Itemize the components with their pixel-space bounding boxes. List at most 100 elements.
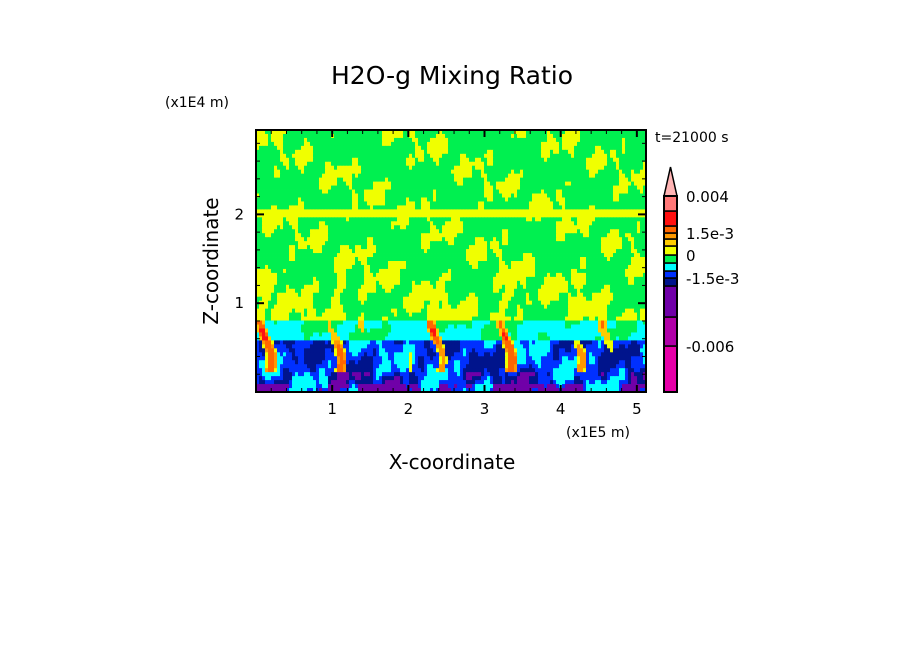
heatmap-cell	[487, 229, 491, 234]
heatmap-cell	[598, 209, 602, 214]
heatmap-cell	[271, 169, 275, 175]
heatmap-cell	[352, 257, 356, 262]
heatmap-cell	[550, 264, 554, 270]
heatmap-cell	[610, 213, 614, 218]
heatmap-cell	[607, 141, 611, 147]
heatmap-cell	[292, 213, 296, 218]
heatmap-cell	[334, 197, 338, 202]
heatmap-cell	[442, 253, 446, 258]
heatmap-cell	[478, 133, 482, 139]
heatmap-cell	[418, 157, 422, 163]
heatmap-cell	[310, 268, 314, 274]
heatmap-cell	[397, 237, 401, 242]
heatmap-cell	[370, 201, 374, 206]
heatmap-cell	[382, 193, 386, 198]
heatmap-cell	[385, 165, 389, 171]
heatmap-cell	[292, 272, 296, 278]
heatmap-cell	[379, 149, 383, 155]
heatmap-cell	[418, 217, 422, 222]
heatmap-cell	[496, 169, 500, 175]
heatmap-cell	[373, 229, 377, 234]
heatmap-cell	[532, 161, 536, 167]
heatmap-cell	[256, 237, 260, 242]
heatmap-cell	[337, 145, 341, 151]
heatmap-cell	[529, 264, 533, 270]
heatmap-cell	[343, 213, 347, 218]
heatmap-cell	[262, 241, 266, 246]
heatmap-cell	[622, 149, 626, 155]
heatmap-cell	[367, 197, 371, 202]
heatmap-cell	[571, 177, 575, 183]
heatmap-cell	[538, 165, 542, 171]
heatmap-cell	[415, 213, 419, 218]
heatmap-cell	[523, 157, 527, 163]
heatmap-cell	[319, 233, 323, 238]
heatmap-cell	[403, 213, 407, 218]
heatmap-cell	[535, 173, 539, 179]
heatmap-cell	[604, 272, 608, 278]
heatmap-cell	[259, 213, 263, 218]
heatmap-cell	[580, 173, 584, 179]
heatmap-cell	[328, 153, 332, 159]
heatmap-cell	[496, 161, 500, 167]
heatmap-cell	[559, 189, 563, 194]
heatmap-cell	[370, 261, 374, 266]
heatmap-cell	[355, 276, 359, 282]
heatmap-cell	[334, 272, 338, 278]
heatmap-cell	[550, 261, 554, 266]
heatmap-cell	[391, 173, 395, 179]
heatmap-cell	[268, 197, 272, 202]
heatmap-cell	[274, 201, 278, 206]
heatmap-cell	[469, 233, 473, 238]
heatmap-cell	[631, 141, 635, 147]
heatmap-cell	[364, 165, 368, 171]
heatmap-cell	[565, 157, 569, 163]
heatmap-cell	[346, 181, 350, 186]
heatmap-cell	[484, 233, 488, 238]
heatmap-cell	[265, 157, 269, 163]
heatmap-cell	[634, 197, 638, 202]
heatmap-cell	[571, 245, 575, 250]
heatmap-cell	[592, 197, 596, 202]
heatmap-cell	[409, 161, 413, 167]
heatmap-cell	[433, 229, 437, 234]
heatmap-cell	[292, 229, 296, 234]
heatmap-cell	[337, 193, 341, 198]
heatmap-cell	[496, 185, 500, 190]
heatmap-cell	[607, 229, 611, 234]
heatmap-cell	[421, 201, 425, 206]
heatmap-cell	[406, 225, 410, 230]
heatmap-cell	[424, 276, 428, 282]
heatmap-cell	[382, 185, 386, 190]
heatmap-cell	[478, 276, 482, 282]
heatmap-cell	[373, 173, 377, 179]
heatmap-cell	[595, 233, 599, 238]
heatmap-cell	[622, 237, 626, 242]
heatmap-cell	[514, 193, 518, 198]
heatmap-cell	[418, 205, 422, 210]
heatmap-cell	[469, 268, 473, 274]
heatmap-cell	[361, 276, 365, 282]
heatmap-cell	[256, 268, 260, 274]
heatmap-cell	[487, 225, 491, 230]
heatmap-cell	[460, 177, 464, 183]
heatmap-cell	[607, 165, 611, 171]
heatmap-cell	[433, 173, 437, 179]
heatmap-cell	[331, 253, 335, 258]
heatmap-cell	[397, 157, 401, 163]
heatmap-cell	[322, 253, 326, 258]
heatmap-cell	[601, 130, 605, 135]
heatmap-cell	[448, 205, 452, 210]
heatmap-cell	[358, 205, 362, 210]
heatmap-cell	[625, 193, 629, 198]
heatmap-cell	[550, 193, 554, 198]
heatmap-cell	[436, 264, 440, 270]
heatmap-cell	[535, 137, 539, 143]
heatmap-cell	[388, 137, 392, 143]
heatmap-cell	[409, 209, 413, 214]
heatmap-cell	[397, 272, 401, 278]
heatmap-cell	[406, 221, 410, 226]
heatmap-cell	[388, 165, 392, 171]
heatmap-cell	[502, 177, 506, 183]
